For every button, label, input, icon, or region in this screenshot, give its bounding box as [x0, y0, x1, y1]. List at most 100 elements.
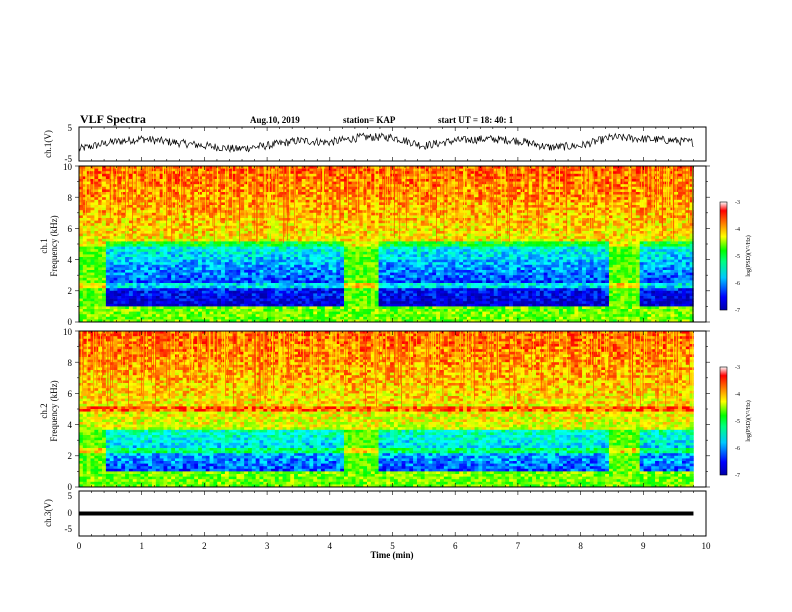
spectrogram-cell: [198, 208, 202, 211]
spectrogram-cell: [313, 213, 317, 216]
spectrogram-cell: [459, 200, 463, 203]
spectrogram-cell: [252, 239, 256, 242]
spectrogram-cell: [194, 205, 198, 208]
spectrogram-cell: [198, 236, 202, 239]
spectrogram-cell: [340, 239, 344, 242]
spectrogram-cell: [655, 234, 659, 237]
spectrogram-cell: [448, 241, 452, 244]
spectrogram-cell: [137, 197, 141, 200]
spectrogram-cell: [94, 192, 98, 195]
spectrogram-cell: [563, 184, 567, 187]
spectrogram-cell: [413, 176, 417, 179]
spectrogram-cell: [98, 202, 102, 205]
spectrogram-cell: [106, 195, 110, 198]
spectrogram-cell: [202, 244, 206, 247]
spectrogram-cell: [91, 231, 95, 234]
spectrogram-cell: [144, 213, 148, 216]
spectrogram-cell: [409, 179, 413, 182]
spectrogram-cell: [528, 187, 532, 190]
spectrogram-cell: [548, 169, 552, 172]
spectrogram-cell: [428, 241, 432, 244]
spectrogram-cell: [459, 179, 463, 182]
spectrogram-cell: [382, 234, 386, 237]
spectrogram-cell: [156, 200, 160, 203]
spectrogram-cell: [83, 205, 87, 208]
spectrogram-cell: [475, 244, 479, 247]
spectrogram-cell: [386, 205, 390, 208]
spectrogram-cell: [371, 169, 375, 172]
spectrogram-cell: [240, 210, 244, 213]
spectrogram-cell: [436, 215, 440, 218]
spectrogram-cell: [682, 236, 686, 239]
spectrogram-cell: [548, 174, 552, 177]
spectrogram-cell: [448, 226, 452, 229]
spectrogram-cell: [117, 213, 121, 216]
spectrogram-cell: [509, 244, 513, 247]
spectrogram-cell: [601, 234, 605, 237]
spectrogram-cell: [571, 239, 575, 242]
spectrogram-cell: [133, 234, 137, 237]
spectrogram-cell: [194, 202, 198, 205]
spectrogram-cell: [267, 202, 271, 205]
spectrogram-cell: [571, 236, 575, 239]
spectrogram-cell: [83, 236, 87, 239]
spectrogram-cell: [402, 241, 406, 244]
spectrogram-cell: [605, 236, 609, 239]
spectrogram-cell: [94, 215, 98, 218]
spectrogram-cell: [175, 236, 179, 239]
spectrogram-cell: [133, 218, 137, 221]
spectrogram-cell: [682, 234, 686, 237]
spectrogram-cell: [290, 200, 294, 203]
spectrogram-cell: [563, 223, 567, 226]
spectrogram-cell: [329, 241, 333, 244]
spectrogram-cell: [236, 182, 240, 185]
spectrogram-cell: [578, 239, 582, 242]
spectrogram-cell: [678, 215, 682, 218]
spectrogram-cell: [632, 192, 636, 195]
spectrogram-cell: [478, 210, 482, 213]
spectrogram-cell: [655, 244, 659, 247]
spectrogram-cell: [167, 218, 171, 221]
spectrogram-cell: [471, 221, 475, 224]
spectrogram-cell: [106, 223, 110, 226]
spectrogram-cell: [221, 213, 225, 216]
spectrogram-cell: [640, 241, 644, 244]
spectrogram-cell: [279, 244, 283, 247]
spectrogram-cell: [379, 179, 383, 182]
spectrogram-cell: [628, 241, 632, 244]
spectrogram-cell: [144, 218, 148, 221]
spectrogram-cell: [448, 195, 452, 198]
spectrogram-cell: [528, 236, 532, 239]
spectrogram-cell: [563, 244, 567, 247]
spectrogram-cell: [302, 226, 306, 229]
spectrogram-cell: [271, 197, 275, 200]
spectrogram-cell: [336, 182, 340, 185]
spectrogram-cell: [294, 241, 298, 244]
spectrogram-cell: [620, 239, 624, 242]
spectrogram-cell: [117, 244, 121, 247]
spectrogram-cell: [367, 221, 371, 224]
spectrogram-cell: [79, 234, 83, 237]
spectrogram-cell: [624, 169, 628, 172]
spectrogram-cell: [329, 234, 333, 237]
spectrogram-cell: [359, 244, 363, 247]
spectrogram-cell: [601, 184, 605, 187]
spectrogram-cell: [678, 241, 682, 244]
spectrogram-cell: [540, 205, 544, 208]
spectrogram-cell: [459, 184, 463, 187]
spectrogram-cell: [524, 228, 528, 231]
spectrogram-cell: [256, 223, 260, 226]
spectrogram-cell: [252, 218, 256, 221]
spectrogram-cell: [267, 215, 271, 218]
spectrogram-cell: [417, 210, 421, 213]
spectrogram-cell: [571, 241, 575, 244]
spectrogram-cell: [644, 241, 648, 244]
spectrogram-cell: [528, 179, 532, 182]
spectrogram-cell: [137, 200, 141, 203]
spectrogram-cell: [375, 223, 379, 226]
spectrogram-cell: [267, 231, 271, 234]
spectrogram-cell: [271, 228, 275, 231]
spectrogram-cell: [528, 192, 532, 195]
spectrogram-cell: [183, 221, 187, 224]
spectrogram-cell: [336, 234, 340, 237]
